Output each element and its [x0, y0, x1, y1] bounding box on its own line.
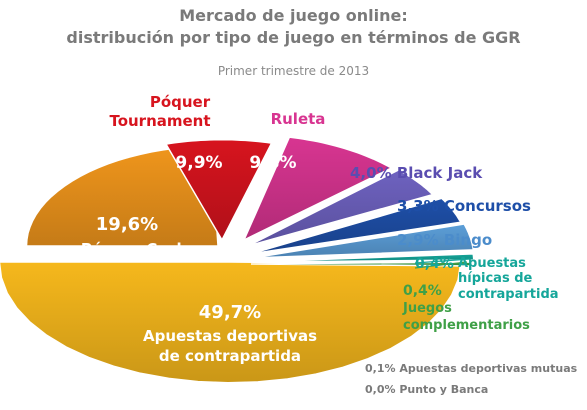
slice-label-apuestas-deportivas-1: Apuestas deportivas [143, 327, 317, 345]
footnote-punto-banca: 0,0% Punto y Banca [365, 383, 488, 396]
footnote-apuestas-mutuas: 0,1% Apuestas deportivas mutuas [365, 362, 578, 375]
chart-title: Mercado de juego online: [179, 6, 408, 25]
slice-label-hipicas-2: hípicas de [458, 271, 533, 286]
slice-label-apuestas-deportivas-2: de contrapartida [159, 347, 301, 365]
pie-slice-apuestas-deportivas-de-contrapartida [0, 261, 462, 384]
pie-slice-p-quer-tournament [164, 138, 273, 242]
value-label-hipicas: 0,4% [415, 256, 454, 272]
leader-line-juegos [414, 261, 468, 269]
slice-label-juegos-1: Juegos [402, 301, 452, 316]
pie-slice-bingo [251, 223, 475, 259]
slice-label-black-jack: 4,0% Black Jack [350, 164, 483, 182]
value-label-poquer-tournament: 9,9% [175, 153, 222, 173]
pie-slice-ruleta [242, 136, 394, 242]
chart-caption: Primer trimestre de 2013 [217, 64, 370, 78]
value-label-juegos: 0,4% [403, 283, 442, 299]
slice-label-poquer-cash: Póquer Cash [81, 240, 187, 258]
chart-subtitle: distribución por tipo de juego en términ… [66, 28, 521, 47]
value-label-ruleta: 9,8% [249, 153, 296, 173]
slice-label-hipicas-1: Apuestas [458, 256, 526, 271]
slice-label-ruleta: Ruleta [271, 110, 326, 128]
pie-slice-apuestas-h-picas-de-contrapartida [251, 253, 475, 263]
pie-slice-black-jack [247, 169, 435, 247]
slice-label-bingo: 2,9% Bingo [397, 231, 492, 249]
slice-label-poquer-tournament-1: Póquer [150, 93, 211, 111]
slice-label-poquer-tournament-2: Tournament [109, 112, 210, 130]
value-label-apuestas-deportivas: 49,7% [199, 302, 261, 323]
slice-label-juegos-2: complementarios [403, 318, 530, 333]
leader-line-hipicas [414, 258, 471, 264]
value-label-poquer-cash: 19,6% [96, 214, 158, 235]
pie-slice-concursos [249, 197, 462, 255]
slice-label-hipicas-3: contrapartida [458, 287, 559, 302]
slice-label-concursos: 3,3% Concursos [397, 197, 531, 215]
